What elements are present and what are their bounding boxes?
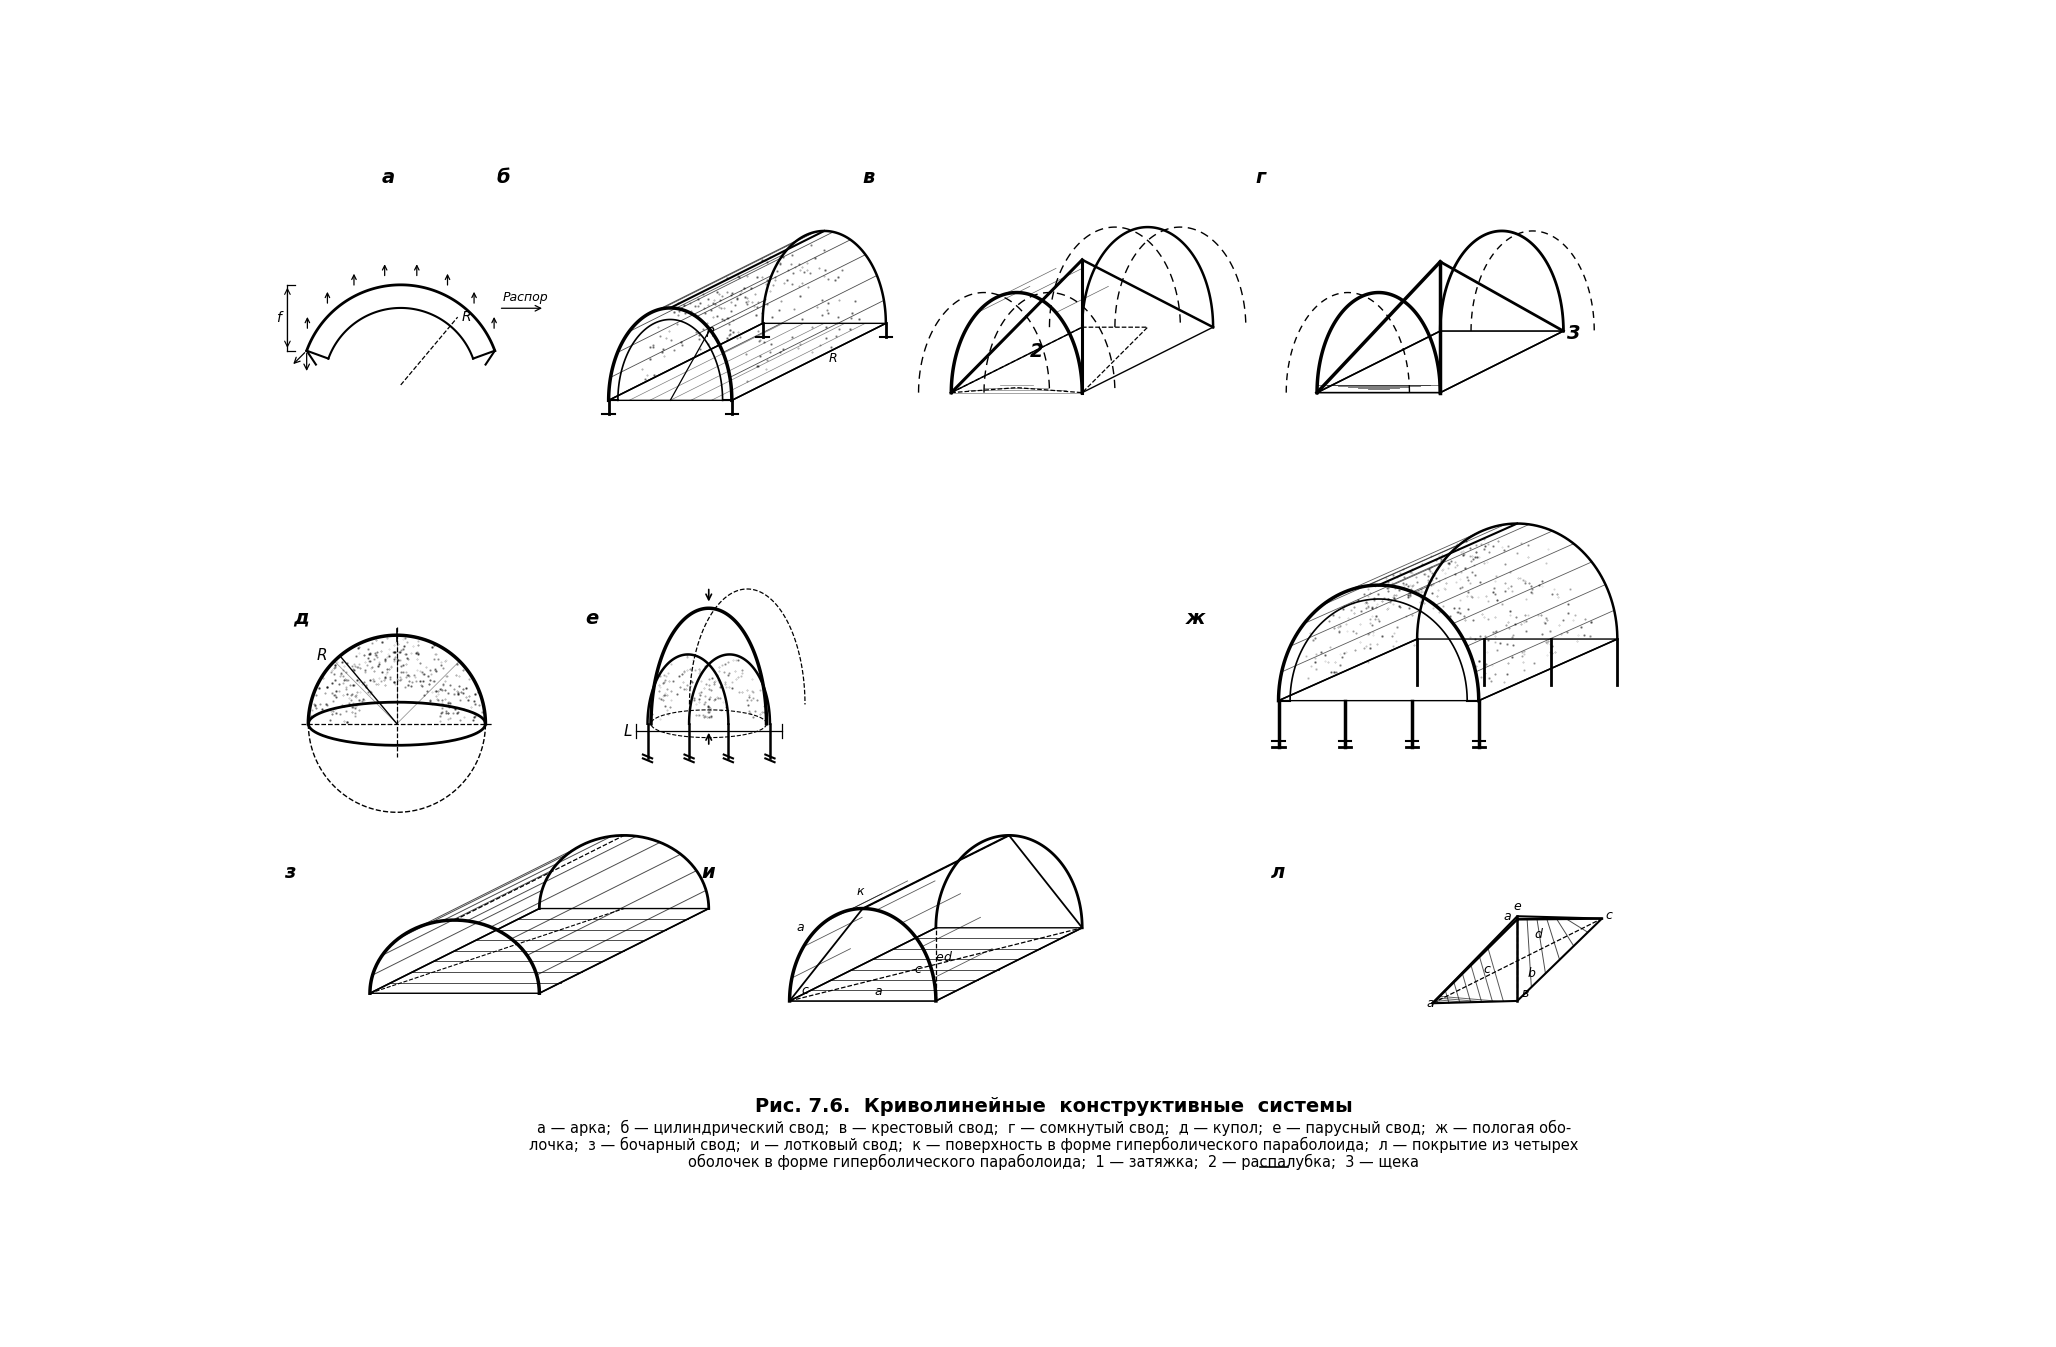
Text: б: б (498, 168, 510, 187)
Text: a: a (798, 921, 804, 935)
Text: e: e (935, 951, 944, 963)
Text: Рис. 7.6.  Криволинейные  конструктивные  системы: Рис. 7.6. Криволинейные конструктивные с… (755, 1098, 1353, 1117)
Text: R: R (705, 326, 715, 341)
Text: в: в (1521, 987, 1528, 999)
Text: R: R (461, 310, 471, 325)
Text: Распор: Распор (502, 291, 549, 303)
Text: c: c (1482, 963, 1491, 977)
Text: а: а (382, 168, 395, 187)
Text: a: a (1427, 997, 1433, 1010)
Text: д: д (292, 609, 308, 628)
Text: R: R (317, 648, 327, 663)
Text: a: a (1503, 911, 1511, 923)
Text: e: e (1513, 900, 1521, 913)
Text: b: b (1528, 967, 1536, 981)
Text: л: л (1271, 862, 1285, 882)
Text: 3: 3 (1567, 323, 1581, 342)
Text: з: з (284, 862, 296, 882)
Text: d: d (944, 951, 952, 963)
Text: c: c (802, 983, 808, 997)
Text: c: c (915, 963, 921, 977)
Text: d: d (1534, 928, 1542, 940)
Text: и: и (701, 862, 715, 882)
Text: к: к (857, 885, 864, 897)
Text: лочка;  з — бочарный свод;  и — лотковый свод;  к — поверхность в форме гипербол: лочка; з — бочарный свод; и — лотковый с… (528, 1137, 1579, 1153)
Text: L: L (625, 723, 633, 740)
Text: оболочек в форме гиперболического параболоида;  1 — затяжка;  2 — распалубка;  3: оболочек в форме гиперболического парабо… (689, 1154, 1419, 1171)
Text: f: f (276, 311, 280, 325)
Text: c: c (1606, 908, 1612, 921)
Text: 2: 2 (1030, 342, 1044, 361)
Text: R: R (829, 352, 837, 365)
Text: a: a (874, 985, 882, 998)
Text: в: в (864, 168, 876, 187)
Text: ж: ж (1186, 609, 1205, 628)
Text: е: е (586, 609, 598, 628)
Text: а — арка;  б — цилиндрический свод;  в — крестовый свод;  г — сомкнутый свод;  д: а — арка; б — цилиндрический свод; в — к… (537, 1121, 1571, 1137)
Text: г: г (1256, 168, 1266, 187)
